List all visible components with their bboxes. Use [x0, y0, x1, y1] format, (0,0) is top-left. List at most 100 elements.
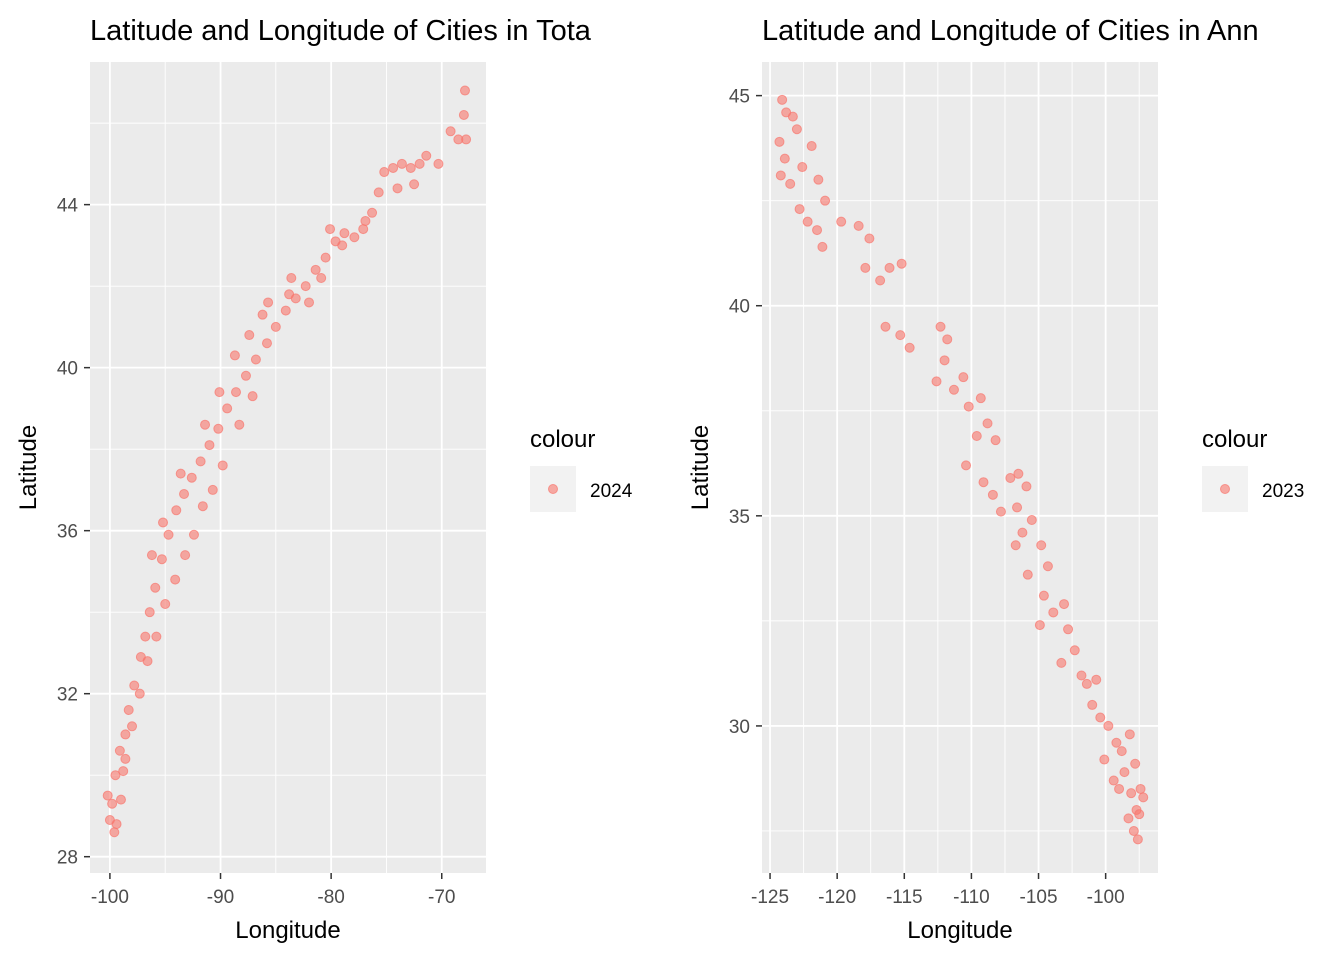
data-point [1042, 561, 1053, 572]
y-tick-label: 30 [729, 717, 750, 738]
data-point [1116, 746, 1127, 757]
x-tick-label: -125 [751, 887, 789, 908]
data-point [229, 350, 240, 361]
data-point [1076, 670, 1087, 681]
data-point [170, 574, 181, 585]
data-point [971, 430, 982, 441]
data-point [1063, 624, 1074, 635]
data-point [171, 505, 182, 516]
data-point [1010, 540, 1021, 551]
y-axis-ticks: 30 35 40 45 [729, 87, 762, 738]
data-point [942, 334, 953, 345]
data-point [250, 354, 261, 365]
data-point [961, 460, 972, 471]
data-point [373, 187, 384, 198]
data-point [1038, 590, 1049, 601]
data-point [195, 456, 206, 467]
data-point [188, 529, 199, 540]
x-tick-label: -70 [428, 887, 455, 908]
plot-background [90, 62, 486, 873]
data-point [213, 423, 224, 434]
y-axis-label: Latitude [15, 425, 42, 510]
data-point [445, 126, 456, 137]
x-axis-ticks: -100 -90 -80 -70 [91, 873, 455, 908]
data-point [785, 178, 796, 189]
data-point [836, 216, 847, 227]
data-point [284, 289, 295, 300]
grid-lines [762, 62, 1158, 873]
data-point [797, 162, 808, 173]
data-point [421, 150, 432, 161]
y-tick-label: 32 [57, 685, 78, 706]
data-point [978, 477, 989, 488]
data-point [459, 85, 470, 96]
data-point [114, 745, 125, 756]
data-point [1087, 699, 1098, 710]
data-point [214, 387, 225, 398]
y-tick-label: 40 [729, 297, 750, 318]
data-point [820, 195, 831, 206]
y-tick-label: 36 [57, 522, 78, 543]
data-point [884, 262, 895, 273]
data-point [896, 258, 907, 269]
x-tick-label: -100 [91, 887, 129, 908]
x-tick-label: -90 [207, 887, 234, 908]
x-axis-label: Longitude [907, 917, 1012, 944]
data-point [875, 275, 886, 286]
data-point [160, 599, 171, 610]
data-point [409, 179, 420, 190]
x-tick-label: -120 [818, 887, 856, 908]
data-point [963, 401, 974, 412]
y-tick-label: 44 [57, 196, 79, 217]
data-point [179, 488, 190, 499]
x-axis-label: Longitude [235, 917, 340, 944]
chart-panel-left: -100 -90 -80 -70 28 32 36 40 44 Latitude and Lo… [15, 15, 633, 944]
data-point [144, 607, 155, 618]
x-tick-label: -105 [1020, 887, 1058, 908]
data-point [360, 215, 371, 226]
data-point [806, 141, 817, 152]
data-point [396, 158, 407, 169]
x-tick-label: -110 [953, 887, 990, 908]
data-point [207, 484, 218, 495]
data-point [1021, 481, 1032, 492]
data-point [1135, 783, 1146, 794]
points-layer [102, 85, 472, 838]
data-point [1056, 657, 1067, 668]
data-point [860, 262, 871, 273]
data-point [791, 124, 802, 135]
legend-label: 2023 [1262, 481, 1304, 502]
data-point [880, 321, 891, 332]
data-point [1048, 607, 1059, 618]
data-point [787, 111, 798, 122]
data-point [958, 372, 969, 383]
data-point [414, 158, 425, 169]
data-point [1103, 720, 1114, 731]
data-point [775, 170, 786, 181]
data-point [217, 460, 228, 471]
data-point [280, 305, 291, 316]
data-point [1017, 527, 1028, 538]
data-point [234, 419, 245, 430]
data-point [200, 419, 211, 430]
y-tick-label: 28 [57, 848, 78, 869]
data-point [270, 321, 281, 332]
data-point [1012, 502, 1023, 513]
data-point [316, 272, 327, 283]
data-point [995, 506, 1006, 517]
plot-background [762, 62, 1158, 873]
legend-key-point [548, 484, 558, 494]
data-point [1111, 737, 1122, 748]
data-point [461, 134, 472, 145]
x-tick-label: -115 [886, 887, 923, 908]
data-point [120, 729, 131, 740]
data-point [367, 207, 378, 218]
chart-panel-right: -125 -120 -115 -110 -105 -100 30 35 40 45 Latitu… [672, 0, 1344, 960]
data-point [123, 704, 134, 715]
data-point [1126, 788, 1137, 799]
data-point [134, 688, 145, 699]
data-point [163, 529, 174, 540]
x-tick-label: -100 [1087, 887, 1125, 908]
data-point [1005, 473, 1016, 484]
data-point [325, 224, 336, 235]
